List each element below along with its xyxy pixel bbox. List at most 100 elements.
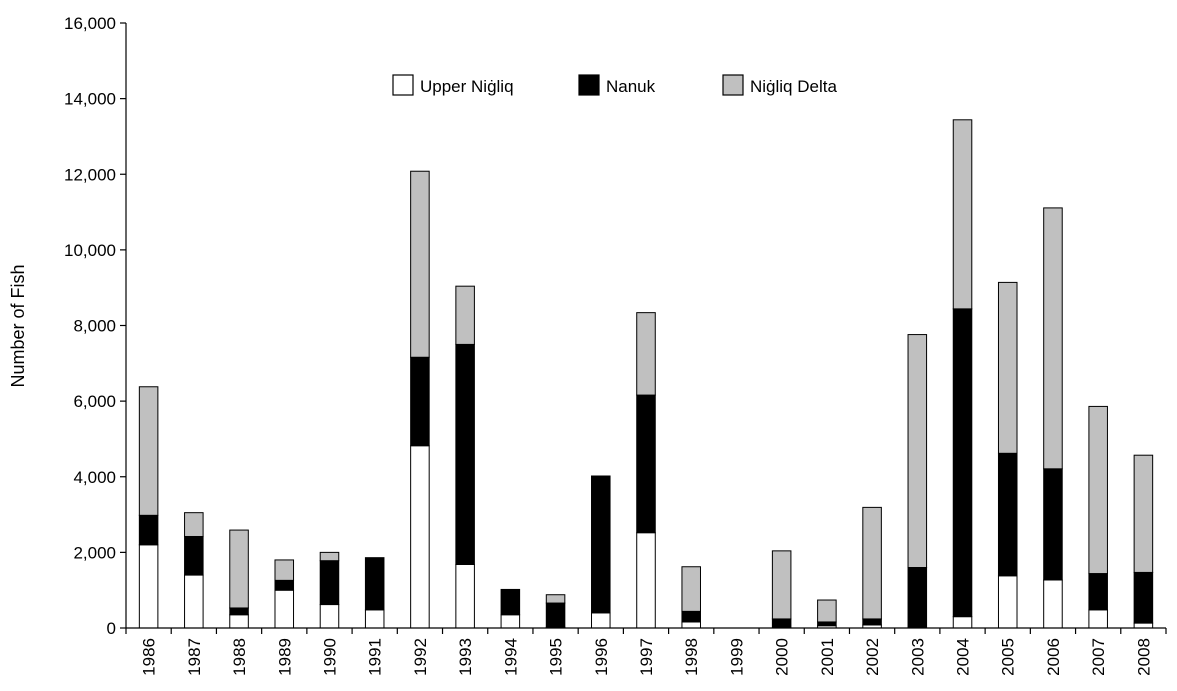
bar-segment-nanuk (907, 567, 928, 629)
bar-segment-nanuk (545, 602, 566, 628)
y-tick-label: 4,000 (73, 468, 116, 487)
legend-label: Nanuk (606, 77, 656, 96)
bar-segment-upper-ni-liq (1088, 609, 1108, 629)
bar-segment-upper-ni-liq (681, 621, 701, 629)
bar-segment-nanuk (1043, 468, 1063, 581)
x-tick-label: 1991 (366, 638, 385, 676)
x-tick-label: 2003 (908, 638, 927, 676)
bar-segment-ni-liq-delta (319, 551, 340, 562)
legend-label: Niġliq Delta (750, 77, 837, 96)
x-tick-label: 1989 (275, 638, 294, 676)
bar-segment-ni-liq-delta (862, 506, 882, 620)
legend-swatch (392, 74, 414, 96)
x-tick-label: 2005 (999, 638, 1018, 676)
bar-segment-nanuk (771, 618, 792, 629)
bar-segment-nanuk (274, 579, 295, 591)
bar-segment-nanuk (138, 514, 159, 546)
bar-segment-ni-liq-delta (817, 599, 837, 623)
bar-segment-nanuk (636, 394, 656, 534)
bar-segment-upper-ni-liq (410, 445, 430, 629)
bar-segment-nanuk (1088, 573, 1108, 611)
x-tick-label: 1987 (185, 638, 204, 676)
bar-segment-upper-ni-liq (636, 532, 656, 629)
x-tick-label: 1998 (682, 638, 701, 676)
bar-segment-ni-liq-delta (410, 170, 430, 358)
bar-segment-upper-ni-liq (952, 616, 973, 629)
bar-segment-ni-liq-delta (681, 566, 701, 612)
bar-segment-nanuk (817, 621, 837, 627)
x-tick-label: 2008 (1134, 638, 1153, 676)
bar-segment-nanuk (591, 475, 611, 614)
y-tick-label: 2,000 (73, 543, 116, 562)
bars-group (138, 119, 1154, 629)
bar-segment-ni-liq-delta (455, 285, 475, 345)
bar-segment-upper-ni-liq (319, 604, 340, 629)
bar-segment-upper-ni-liq (274, 589, 295, 629)
legend-swatch (722, 74, 744, 96)
y-tick-label: 8,000 (73, 317, 116, 336)
bar-segment-ni-liq-delta (229, 529, 249, 609)
bar-segment-nanuk (997, 452, 1018, 577)
bar-segment-upper-ni-liq (500, 614, 521, 629)
y-tick-label: 6,000 (73, 392, 116, 411)
x-tick-label: 1990 (320, 638, 339, 676)
x-tick-label: 1997 (637, 638, 656, 676)
x-tick-label: 1995 (547, 638, 566, 676)
y-tick-label: 16,000 (64, 14, 116, 33)
bar-segment-upper-ni-liq (1133, 622, 1154, 629)
legend-swatch (578, 74, 600, 96)
bar-segment-upper-ni-liq (364, 609, 385, 629)
bar-segment-ni-liq-delta (274, 559, 295, 581)
y-axis-title: Number of Fish (8, 264, 28, 387)
bar-segment-ni-liq-delta (636, 312, 656, 396)
bar-segment-upper-ni-liq (184, 574, 204, 629)
x-tick-label: 2002 (863, 638, 882, 676)
x-tick-label: 1988 (230, 638, 249, 676)
bar-segment-ni-liq-delta (1088, 405, 1108, 575)
bar-segment-nanuk (455, 343, 475, 565)
x-tick-label: 2007 (1089, 638, 1108, 676)
bar-segment-ni-liq-delta (1043, 207, 1063, 470)
bar-segment-ni-liq-delta (907, 334, 928, 569)
x-tick-label: 1993 (456, 638, 475, 676)
y-tick-label: 10,000 (64, 241, 116, 260)
y-axis: 0 2,000 4,000 6,000 8,000 10,000 12,000 14,000 1… (64, 14, 127, 638)
bar-segment-ni-liq-delta (184, 512, 204, 537)
bar-segment-nanuk (229, 607, 249, 616)
x-tick-label: 2004 (954, 638, 973, 676)
bar-segment-upper-ni-liq (229, 614, 249, 629)
legend-label: Upper Niġliq (420, 77, 514, 96)
bar-segment-ni-liq-delta (138, 386, 159, 516)
bar-segment-nanuk (184, 535, 204, 576)
bar-segment-nanuk (410, 356, 430, 447)
bar-segment-nanuk (319, 560, 340, 606)
y-tick-label: 12,000 (64, 165, 116, 184)
x-tick-label: 1986 (140, 638, 159, 676)
bar-segment-upper-ni-liq (997, 575, 1018, 629)
x-tick-label: 1994 (501, 638, 520, 676)
bar-segment-upper-ni-liq (455, 563, 475, 629)
bar-segment-ni-liq-delta (952, 119, 973, 310)
bar-segment-ni-liq-delta (545, 594, 566, 604)
x-tick-label: 2001 (818, 638, 837, 676)
bar-segment-upper-ni-liq (138, 544, 159, 629)
legend: Upper Niġliq Nanuk Niġliq Delta (392, 74, 837, 96)
y-tick-label: 0 (107, 619, 116, 638)
bar-segment-nanuk (364, 557, 385, 611)
x-tick-label: 2000 (773, 638, 792, 676)
x-tick-label: 1992 (411, 638, 430, 676)
bar-segment-nanuk (952, 308, 973, 618)
bar-segment-upper-ni-liq (591, 612, 611, 629)
bar-segment-upper-ni-liq (1043, 579, 1063, 629)
y-tick-label: 14,000 (64, 90, 116, 109)
bar-segment-nanuk (681, 610, 701, 623)
bar-segment-nanuk (862, 618, 882, 626)
bar-segment-ni-liq-delta (1133, 454, 1154, 573)
bar-segment-nanuk (1133, 571, 1154, 624)
x-tick-label: 2006 (1044, 638, 1063, 676)
x-axis: 1986 1987 1988 1989 1990 1991 1992 1993 1994 1995… (125, 627, 1167, 676)
bar-segment-ni-liq-delta (997, 281, 1018, 454)
bar-segment-nanuk (500, 588, 521, 616)
x-tick-label: 1996 (592, 638, 611, 676)
